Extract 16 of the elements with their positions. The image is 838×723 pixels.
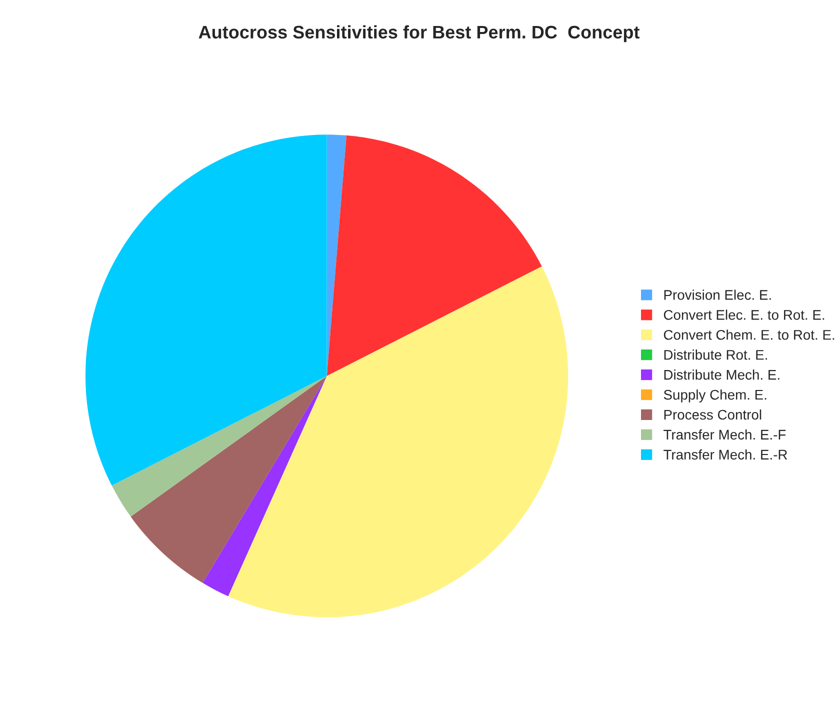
pie-slice bbox=[85, 134, 327, 486]
pie-slice bbox=[130, 376, 327, 583]
legend-label: Transfer Mech. E.-F bbox=[664, 429, 786, 440]
pie-slice bbox=[202, 376, 327, 596]
legend-label: Supply Chem. E. bbox=[664, 389, 766, 402]
legend-label: Convert Chem. E. to Rot. E. bbox=[664, 330, 834, 340]
legend-label: Distribute Mech. E. bbox=[664, 370, 780, 380]
legend-label: Distribute Rot. E. bbox=[664, 350, 767, 360]
pie-slice bbox=[326, 135, 542, 376]
legend-label: Convert Elec. E. to Rot. E. bbox=[664, 310, 824, 320]
chart-title: Autocross Sensitivities for Best Perm. DC Concept bbox=[198, 25, 640, 42]
legend-label: Transfer Mech. E.-R bbox=[664, 449, 788, 460]
pie-slice bbox=[112, 376, 327, 517]
legend-label: Process Control bbox=[664, 409, 762, 420]
pie-slice bbox=[228, 266, 568, 618]
legend-label: Provision Elec. E. bbox=[664, 290, 771, 300]
